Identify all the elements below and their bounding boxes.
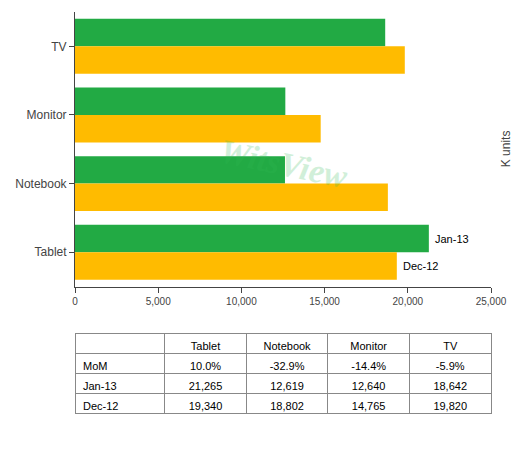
- svg-text:Dec-12: Dec-12: [83, 400, 118, 412]
- svg-text:0: 0: [72, 296, 78, 307]
- svg-text:5,000: 5,000: [146, 296, 171, 307]
- svg-text:-32.9%: -32.9%: [270, 360, 305, 372]
- svg-text:10.0%: 10.0%: [190, 360, 221, 372]
- svg-text:K units: K units: [499, 131, 513, 168]
- svg-text:10,000: 10,000: [226, 296, 257, 307]
- svg-text:MoM: MoM: [83, 360, 107, 372]
- svg-text:21,265: 21,265: [189, 380, 223, 392]
- svg-text:Jan-13: Jan-13: [435, 233, 469, 245]
- svg-text:TV: TV: [51, 40, 66, 54]
- svg-text:Tablet: Tablet: [191, 340, 220, 352]
- svg-text:19,820: 19,820: [433, 400, 467, 412]
- svg-text:Notebook: Notebook: [15, 177, 67, 191]
- svg-text:-14.4%: -14.4%: [351, 360, 386, 372]
- svg-text:25,000: 25,000: [476, 296, 507, 307]
- svg-text:Jan-13: Jan-13: [83, 380, 117, 392]
- svg-text:20,000: 20,000: [393, 296, 424, 307]
- svg-text:12,619: 12,619: [270, 380, 304, 392]
- svg-text:Notebook: Notebook: [264, 340, 312, 352]
- svg-text:15,000: 15,000: [309, 296, 340, 307]
- svg-text:18,642: 18,642: [433, 380, 467, 392]
- svg-text:Tablet: Tablet: [35, 245, 68, 259]
- svg-text:TV: TV: [443, 340, 458, 352]
- svg-text:WitsView: WitsView: [216, 132, 350, 195]
- svg-text:Monitor: Monitor: [350, 340, 387, 352]
- svg-text:19,340: 19,340: [189, 400, 223, 412]
- svg-text:14,765: 14,765: [352, 400, 386, 412]
- svg-text:12,640: 12,640: [352, 380, 386, 392]
- svg-text:18,802: 18,802: [270, 400, 304, 412]
- svg-text:Dec-12: Dec-12: [403, 260, 438, 272]
- svg-text:-5.9%: -5.9%: [436, 360, 465, 372]
- svg-text:Monitor: Monitor: [27, 108, 67, 122]
